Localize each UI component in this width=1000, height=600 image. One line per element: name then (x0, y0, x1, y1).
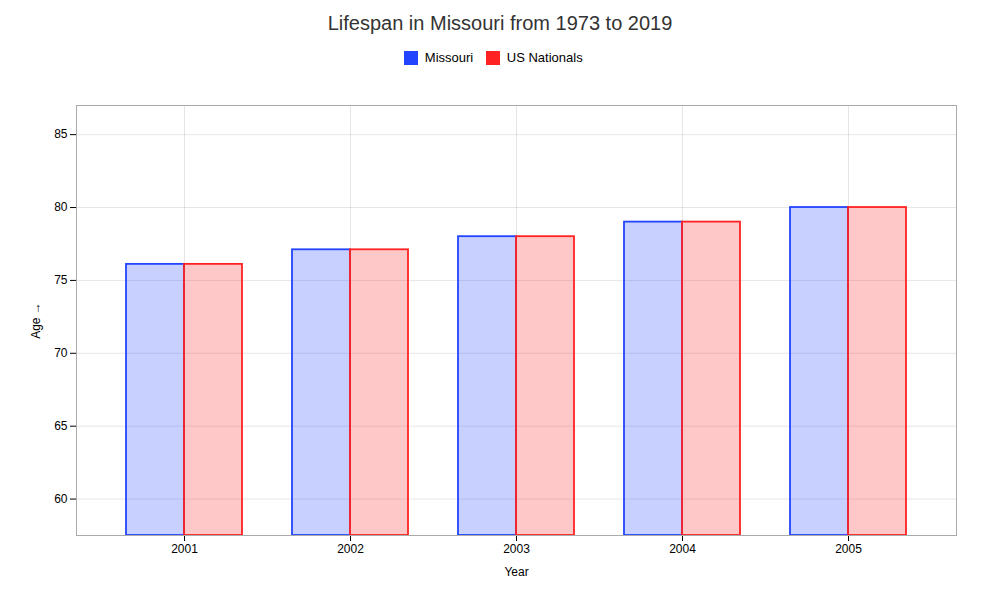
svg-text:2001: 2001 (171, 542, 198, 556)
svg-text:70: 70 (54, 346, 68, 360)
svg-text:80: 80 (54, 200, 68, 214)
svg-text:2004: 2004 (669, 542, 696, 556)
html-text:US Nationals: US Nationals (506, 50, 583, 65)
svg-text:Age →: Age → (29, 302, 43, 339)
html-text:Missouri: Missouri (424, 50, 474, 65)
svg-text:65: 65 (54, 419, 68, 433)
svg-text:60: 60 (54, 491, 68, 505)
html-text:Lifespan in Missouri from 1973: Lifespan in Missouri from 1973 to 2019 (327, 12, 673, 34)
svg-text:2005: 2005 (835, 542, 862, 556)
svg-text:75: 75 (54, 273, 68, 287)
svg-text:85: 85 (54, 127, 68, 141)
svg-text:Year: Year (504, 564, 528, 578)
svg-text:2002: 2002 (337, 542, 364, 556)
svg-text:2003: 2003 (503, 542, 530, 556)
